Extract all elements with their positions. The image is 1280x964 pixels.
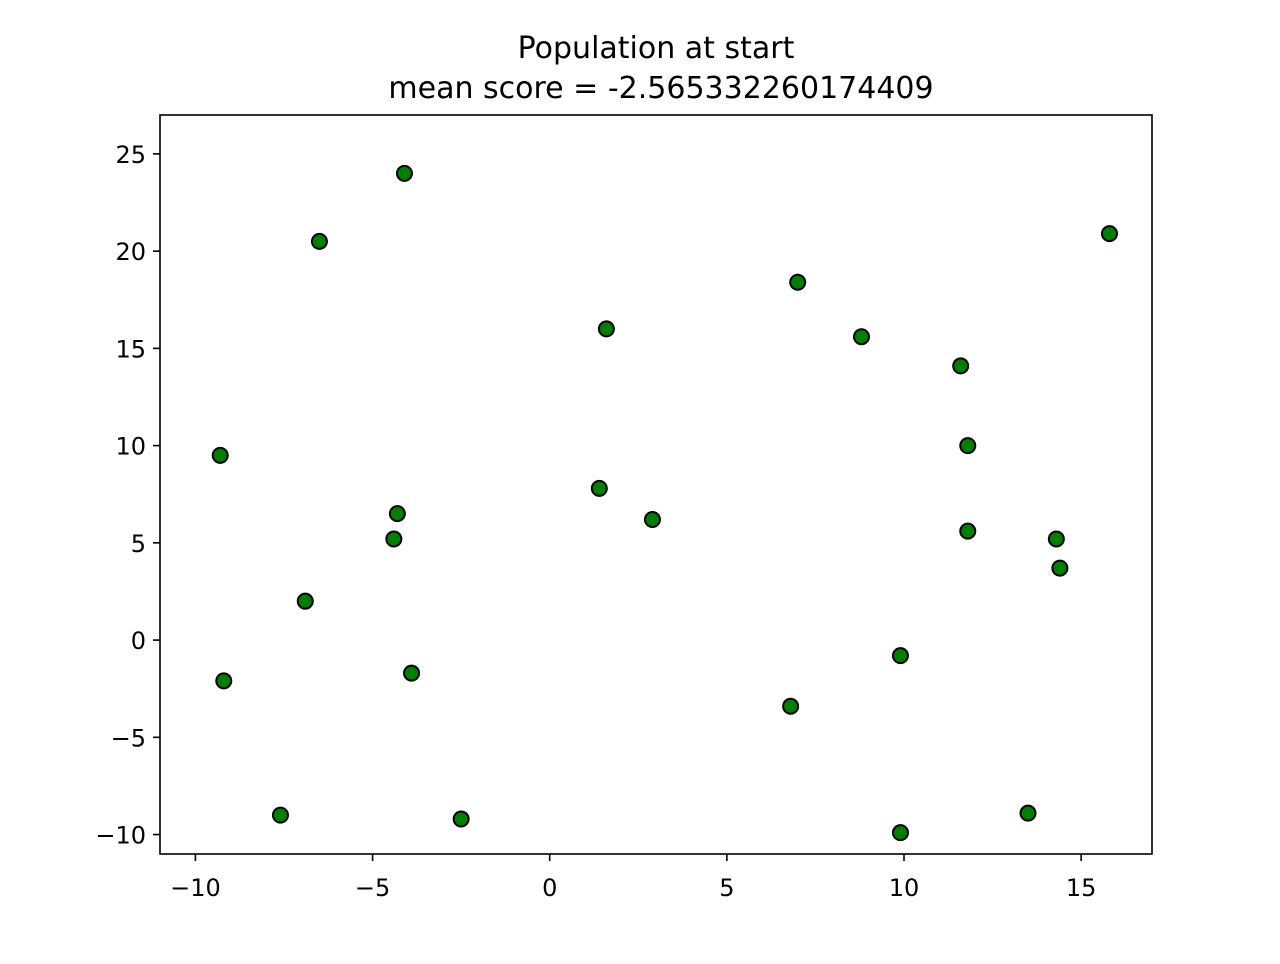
chart-title: Population at start xyxy=(518,31,795,66)
scatter-point xyxy=(271,806,289,824)
scatter-point xyxy=(1100,225,1118,243)
scatter-point xyxy=(385,530,403,548)
x-tick-label: 0 xyxy=(542,874,557,902)
scatter-point xyxy=(891,824,909,842)
scatter-points xyxy=(211,164,1118,842)
scatter-point xyxy=(395,164,413,182)
y-tick-label: 25 xyxy=(115,141,146,169)
scatter-point xyxy=(388,505,406,523)
scatter-point xyxy=(891,647,909,665)
y-tick-label: 5 xyxy=(131,530,146,558)
scatter-point xyxy=(952,357,970,375)
scatter-point xyxy=(310,232,328,250)
scatter-point xyxy=(590,479,608,497)
plot-area-frame xyxy=(159,114,1153,855)
scatter-point xyxy=(597,320,615,338)
x-tick-label: −5 xyxy=(355,874,390,902)
scatter-point xyxy=(852,328,870,346)
x-tick-label: 10 xyxy=(889,874,920,902)
x-tick-label: 5 xyxy=(719,874,734,902)
scatter-point xyxy=(782,697,800,715)
y-tick-label: 20 xyxy=(115,238,146,266)
y-tick-label: −10 xyxy=(95,822,146,850)
y-tick-label: 10 xyxy=(115,433,146,461)
scatter-point xyxy=(789,273,807,291)
scatter-point xyxy=(296,592,314,610)
y-tick-label: 0 xyxy=(131,627,146,655)
scatter-point xyxy=(1019,804,1037,822)
chart-subtitle: mean score = -2.565332260174409 xyxy=(388,71,933,106)
scatter-point xyxy=(959,437,977,455)
scatter-point xyxy=(403,664,421,682)
scatter-point xyxy=(452,810,470,828)
x-tick-label: 15 xyxy=(1066,874,1097,902)
y-axis: −10 −5 0 5 10 15 20 25 xyxy=(95,141,160,850)
scatter-point xyxy=(211,446,229,464)
scatter-point xyxy=(643,511,661,529)
scatter-point xyxy=(959,522,977,540)
y-tick-label: −5 xyxy=(111,724,146,752)
x-tick-label: −10 xyxy=(170,874,221,902)
scatter-point xyxy=(1047,530,1065,548)
scatter-point xyxy=(215,672,233,690)
scatter-point xyxy=(1051,559,1069,577)
x-axis: −10 −5 0 5 10 15 xyxy=(170,854,1096,902)
y-tick-label: 15 xyxy=(115,335,146,363)
